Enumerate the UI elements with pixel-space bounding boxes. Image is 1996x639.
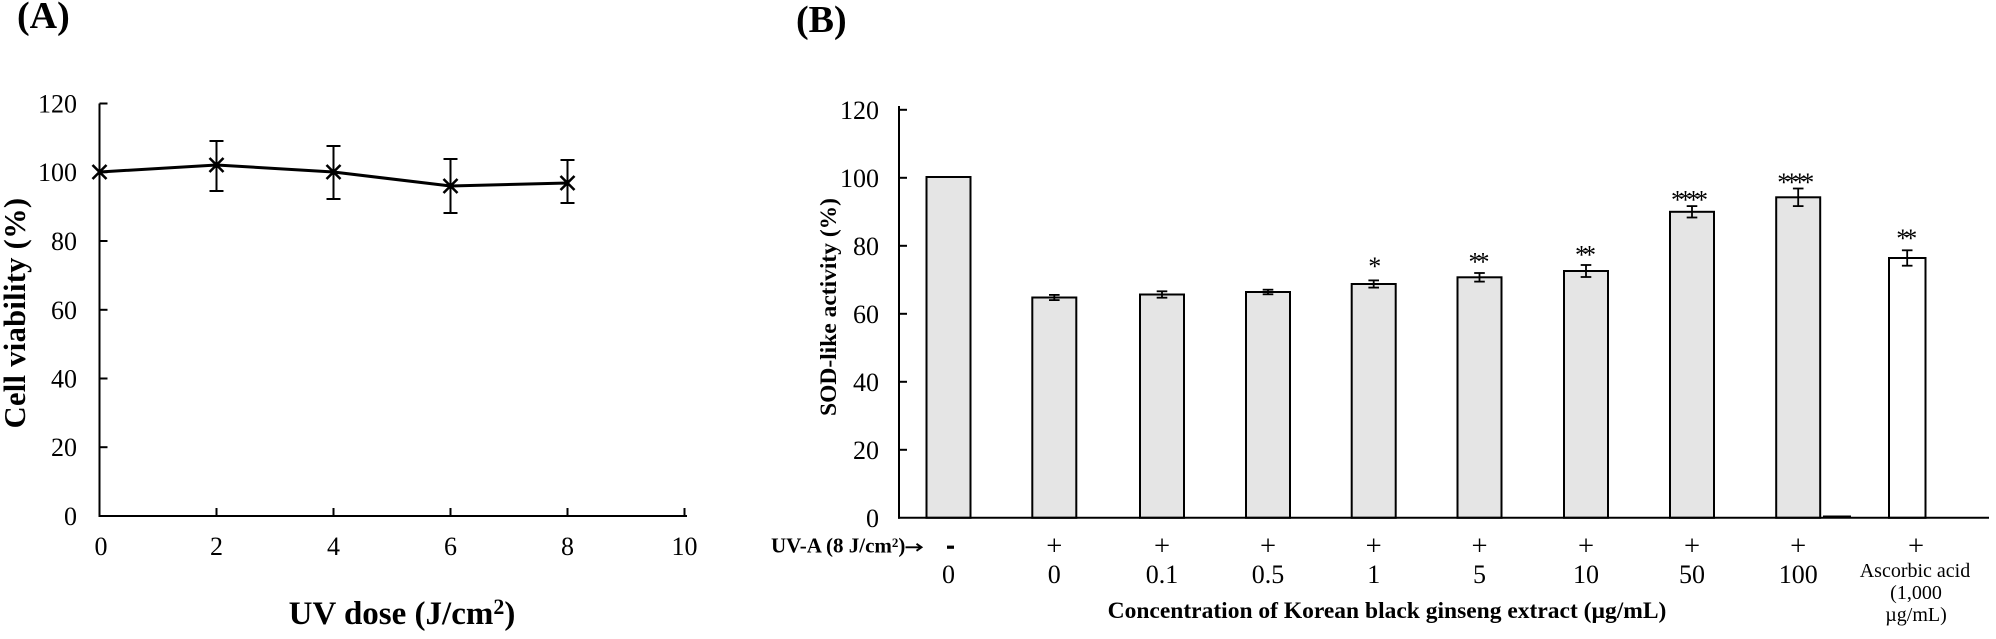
svg-text:50: 50 xyxy=(1679,560,1705,589)
svg-text:+: + xyxy=(1260,531,1276,562)
svg-text:0.5: 0.5 xyxy=(1252,560,1285,589)
svg-text:+: + xyxy=(1471,531,1487,562)
svg-text:+: + xyxy=(1684,531,1700,562)
svg-text:20: 20 xyxy=(853,436,879,465)
svg-text:+: + xyxy=(1578,531,1594,562)
svg-text:(B): (B) xyxy=(796,0,847,41)
svg-text:0: 0 xyxy=(64,502,77,531)
svg-text:40: 40 xyxy=(51,365,77,394)
svg-text:5: 5 xyxy=(1473,560,1486,589)
svg-text:(1,000: (1,000 xyxy=(1890,582,1942,604)
svg-text:100: 100 xyxy=(1779,560,1818,589)
svg-text:120: 120 xyxy=(840,96,879,125)
svg-text:SOD-like activity (%): SOD-like activity (%) xyxy=(816,198,842,416)
svg-text:2: 2 xyxy=(210,532,223,561)
svg-text:100: 100 xyxy=(38,158,77,187)
svg-text:20: 20 xyxy=(51,433,77,462)
svg-text:+: + xyxy=(1154,531,1170,562)
svg-text:6: 6 xyxy=(444,532,457,561)
svg-text:+: + xyxy=(1790,531,1806,562)
svg-text:60: 60 xyxy=(853,300,879,329)
svg-text:+: + xyxy=(1908,531,1924,562)
svg-text:UV-A (8 J/cm2): UV-A (8 J/cm2) xyxy=(771,534,905,558)
svg-text:0.1: 0.1 xyxy=(1146,560,1179,589)
svg-text:40: 40 xyxy=(853,368,879,397)
svg-text:10: 10 xyxy=(672,532,698,561)
svg-text:Concentration of Korean black: Concentration of Korean black ginseng ex… xyxy=(1108,598,1667,624)
svg-text:Cell viability (%): Cell viability (%) xyxy=(0,198,32,429)
svg-text:****: **** xyxy=(1777,168,1813,197)
svg-text:+: + xyxy=(1366,531,1382,562)
svg-text:(A): (A) xyxy=(17,0,70,37)
svg-text:4: 4 xyxy=(327,532,340,561)
svg-text:80: 80 xyxy=(51,227,77,256)
svg-text:1: 1 xyxy=(1367,560,1380,589)
svg-text:+: + xyxy=(1046,531,1062,562)
svg-text:100: 100 xyxy=(840,164,879,193)
svg-text:120: 120 xyxy=(38,90,77,119)
svg-text:80: 80 xyxy=(853,232,879,261)
svg-text:8: 8 xyxy=(561,532,574,561)
svg-text:60: 60 xyxy=(51,296,77,325)
svg-text:0: 0 xyxy=(942,560,955,589)
svg-text:0: 0 xyxy=(95,532,108,561)
svg-text:****: **** xyxy=(1671,186,1707,215)
svg-text:0: 0 xyxy=(866,504,879,533)
svg-text:UV dose (J/cm2): UV dose (J/cm2) xyxy=(289,594,516,632)
svg-text:10: 10 xyxy=(1573,560,1599,589)
svg-text:µg/mL): µg/mL) xyxy=(1885,604,1947,626)
svg-text:Ascorbic acid: Ascorbic acid xyxy=(1860,560,1971,582)
svg-text:0: 0 xyxy=(1048,560,1061,589)
